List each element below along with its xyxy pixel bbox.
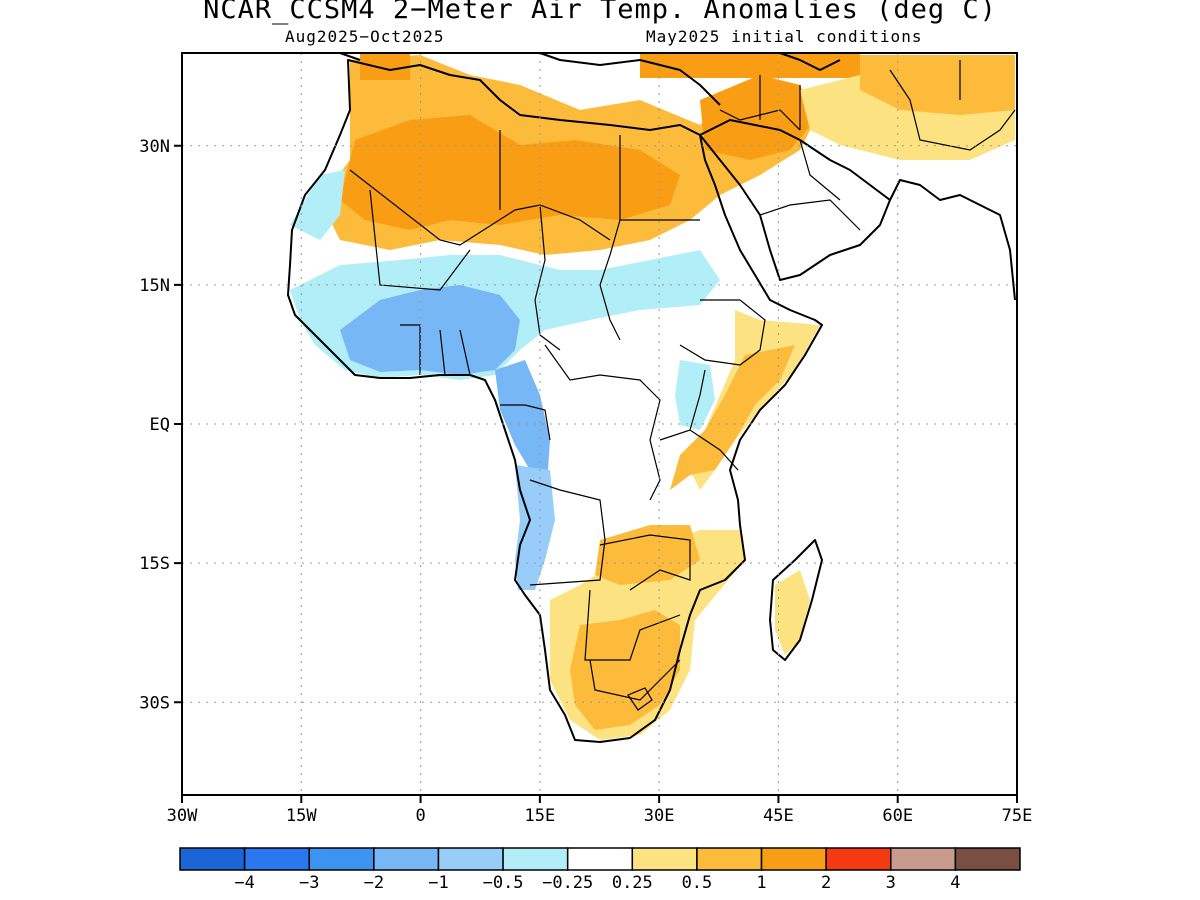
border-south: [589, 659, 681, 701]
lon-label: 0: [415, 806, 425, 826]
legend-swatch: [566, 847, 634, 871]
map-title: NCAR_CCSM4 2−Meter Air Temp. Anomalies (…: [203, 0, 997, 25]
legend-swatch: [825, 847, 892, 871]
border-chad: [534, 204, 561, 351]
madagascar-coastline: [769, 539, 823, 661]
lat-label: EQ: [150, 415, 170, 435]
shade-top-strip-orange: [360, 53, 860, 80]
shade-north-orange: [340, 115, 680, 230]
shade-mideast-orange: [700, 75, 815, 160]
lat-label: 30S: [139, 693, 170, 713]
legend-swatch: [179, 847, 246, 871]
asia-coastline: [889, 179, 1016, 301]
legend-swatch: [437, 847, 504, 871]
shade-congo-light-blue: [675, 360, 715, 430]
lon-label: 30E: [644, 806, 675, 826]
legend-label: 0.25: [612, 873, 653, 893]
shade-asia-orange: [860, 55, 1015, 115]
shade-gabon-blue: [495, 360, 550, 470]
legend-label: −1: [428, 873, 448, 893]
border-ethiopia: [679, 299, 766, 366]
lon-label: 15W: [286, 806, 317, 826]
legend-swatch: [954, 847, 1021, 871]
map-axes: 30N 15N EQ 15S 30S 30W 15W 0 15E 30E 45E 60E 75E: [139, 137, 1032, 826]
legend-swatch: [373, 847, 440, 871]
legend-label: 2: [821, 873, 831, 893]
legend-label: 3: [886, 873, 896, 893]
legend-swatch: [502, 847, 569, 871]
forecast-period: Aug2025−Oct2025: [285, 27, 445, 46]
lon-label: 60E: [882, 806, 913, 826]
legend-swatch: [760, 847, 827, 871]
shade-westafrica-blue: [340, 285, 520, 375]
border-angola: [529, 479, 606, 586]
anomaly-shading: [290, 53, 1015, 740]
border-asia: [889, 60, 1016, 151]
shade-zambia-orange: [595, 525, 700, 585]
border-lesotho: [627, 687, 653, 711]
legend-label: −4: [234, 873, 254, 893]
border-tanzania: [659, 369, 739, 471]
legend-label: 1: [756, 873, 766, 893]
lon-label: 45E: [763, 806, 794, 826]
border-drc: [544, 344, 661, 501]
arabia-coastline: [699, 119, 891, 281]
border-mideast: [719, 75, 801, 131]
border-namibia: [584, 589, 681, 661]
legend-label: −0.5: [483, 873, 524, 893]
legend-label: 4: [950, 873, 960, 893]
legend-swatch: [243, 847, 310, 871]
legend-label: −3: [299, 873, 319, 893]
border-westafrica: [400, 324, 471, 376]
legend-swatch: [890, 847, 957, 871]
border-mali: [369, 189, 471, 291]
shade-madagascar-yellow: [775, 570, 810, 655]
border-sahara: [349, 169, 611, 246]
legend-swatch: [696, 847, 763, 871]
border-gabon: [500, 404, 551, 441]
legend-label: −0.25: [542, 873, 593, 893]
legend-label: −2: [364, 873, 384, 893]
graticule: [182, 53, 1017, 795]
legend-swatch: [631, 847, 698, 871]
initial-conditions: May2025 initial conditions: [646, 27, 923, 46]
legend-swatch: [308, 847, 375, 871]
lat-label: 15S: [139, 554, 170, 574]
shade-angola-blue: [515, 465, 555, 590]
lat-label: 30N: [139, 137, 170, 157]
mediterranean-north-coast: [339, 52, 841, 106]
lon-label: 15E: [524, 806, 555, 826]
shade-west-coast-light-blue: [290, 170, 345, 240]
shade-horn-orange: [670, 345, 795, 490]
lon-label: 75E: [1002, 806, 1033, 826]
border-arabia: [759, 139, 861, 231]
lon-label: 30W: [167, 806, 198, 826]
color-legend: −4 −3 −2 −1 −0.5 −0.25 0.25 0.5 1 2 3 4: [179, 847, 1021, 893]
lat-label: 15N: [139, 276, 170, 296]
border-zambia: [599, 534, 691, 591]
legend-label: 0.5: [682, 873, 713, 893]
country-borders: [349, 60, 1016, 711]
coastlines: [287, 52, 1016, 743]
